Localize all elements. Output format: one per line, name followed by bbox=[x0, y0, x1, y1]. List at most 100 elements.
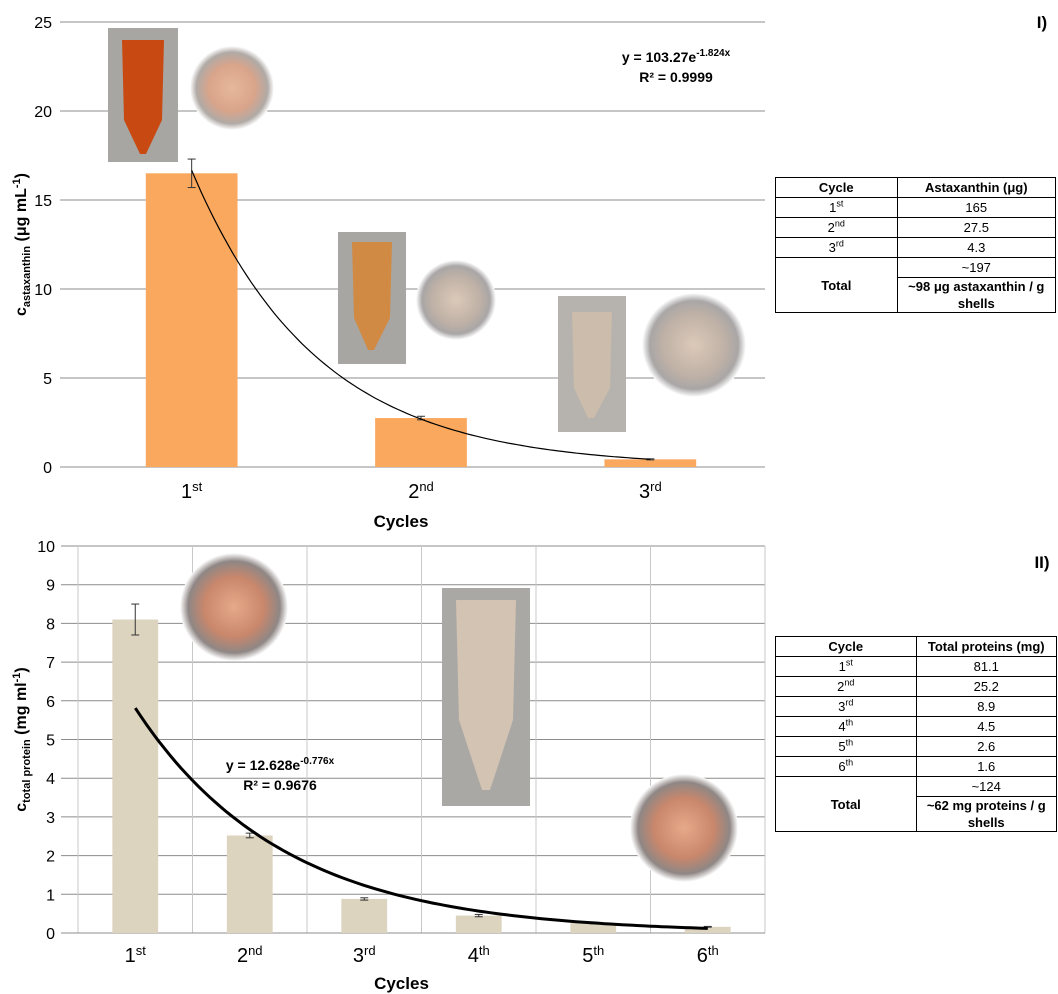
y-axis-title: castaxanthin (μg mL-1) bbox=[11, 173, 33, 316]
table-row: Total~197 bbox=[776, 258, 1056, 278]
total-value: ~197 bbox=[897, 258, 1055, 278]
y-title-unit: (mg ml bbox=[13, 682, 30, 739]
table-row: Total~124 bbox=[776, 777, 1057, 797]
y-title-superscript: -1 bbox=[11, 673, 23, 683]
x-tick-label: 3rd bbox=[353, 943, 376, 967]
bar bbox=[341, 899, 387, 933]
table-cell: 6th bbox=[776, 757, 917, 777]
exponent: -0.776x bbox=[300, 756, 334, 767]
y-tick-label: 10 bbox=[37, 539, 55, 556]
chart: 05101520251st2nd3rd0123456789101st2nd3rd… bbox=[0, 0, 1058, 994]
exponent: -1.824x bbox=[696, 48, 730, 59]
table-cell: 27.5 bbox=[897, 218, 1055, 238]
bar bbox=[146, 173, 238, 467]
header-cell: Cycle bbox=[776, 637, 917, 657]
total-label: Total bbox=[776, 777, 917, 832]
table-cell: 25.2 bbox=[916, 677, 1057, 697]
trend-equation: y = 12.628e-0.776x bbox=[226, 756, 335, 773]
y-title-end: ) bbox=[13, 667, 30, 672]
shell-photo bbox=[190, 46, 274, 130]
table-cell: 3rd bbox=[776, 238, 898, 258]
table-cell: 1.6 bbox=[916, 757, 1057, 777]
table-cell: 5th bbox=[776, 737, 917, 757]
total-label: Total bbox=[776, 258, 898, 313]
y-tick-label: 20 bbox=[34, 104, 52, 121]
table-cell: 4.3 bbox=[897, 238, 1055, 258]
y-tick-label: 2 bbox=[46, 849, 55, 866]
trend-equation: y = 103.27e-1.824x bbox=[622, 48, 731, 65]
y-title-symbol: c bbox=[13, 307, 30, 316]
header-cell: Astaxanthin (μg) bbox=[897, 178, 1055, 198]
y-tick-label: 3 bbox=[46, 810, 55, 827]
equation: y = 103.27e bbox=[622, 49, 697, 65]
x-tick-label: 6th bbox=[697, 943, 719, 967]
x-tick-label: 1st bbox=[181, 479, 203, 503]
y-title-symbol: c bbox=[13, 803, 30, 812]
error-bar bbox=[475, 914, 483, 916]
table-cell: 2nd bbox=[776, 218, 898, 238]
bar bbox=[456, 916, 502, 933]
equation: y = 12.628e bbox=[226, 757, 301, 773]
y-title-subscript: astaxanthin bbox=[21, 246, 33, 307]
x-tick-label: 1st bbox=[125, 943, 147, 967]
y-axis-title: ctotal protein (mg ml-1) bbox=[11, 667, 33, 811]
y-tick-label: 0 bbox=[46, 926, 55, 943]
table-cell: 4th bbox=[776, 717, 917, 737]
r-squared: R² = 0.9676 bbox=[243, 777, 317, 793]
y-tick-label: 0 bbox=[43, 460, 52, 477]
table-row: 1st165 bbox=[776, 198, 1056, 218]
y-tick-label: 4 bbox=[46, 771, 55, 788]
x-axis-title: Cycles bbox=[374, 974, 429, 993]
table-cell: 8.9 bbox=[916, 697, 1057, 717]
r-squared: R² = 0.9999 bbox=[639, 69, 713, 85]
header-cell: Cycle bbox=[776, 178, 898, 198]
x-tick-label: 4th bbox=[468, 943, 490, 967]
panel-label: I) bbox=[1037, 13, 1047, 32]
shell-photo bbox=[642, 293, 746, 397]
table-cell: 81.1 bbox=[916, 657, 1057, 677]
shell-photo bbox=[416, 260, 496, 340]
y-title-subscript: total protein bbox=[21, 739, 33, 803]
y-tick-label: 10 bbox=[34, 282, 52, 299]
y-title-unit: (μg mL bbox=[13, 188, 30, 246]
table-cell: 4.5 bbox=[916, 717, 1057, 737]
table-cell: 2.6 bbox=[916, 737, 1057, 757]
y-tick-label: 1 bbox=[46, 887, 55, 904]
total-value: ~124 bbox=[916, 777, 1057, 797]
total-per-gram: ~98 μg astaxanthin / g shells bbox=[897, 278, 1055, 313]
y-tick-label: 5 bbox=[43, 371, 52, 388]
shell-photo bbox=[180, 553, 288, 661]
x-tick-label: 2nd bbox=[408, 479, 434, 503]
y-tick-label: 25 bbox=[34, 15, 52, 32]
bar bbox=[375, 418, 467, 467]
y-tick-label: 8 bbox=[46, 616, 55, 633]
table-cell: 2nd bbox=[776, 677, 917, 697]
table-row: 3rd8.9 bbox=[776, 697, 1057, 717]
panel-label: II) bbox=[1034, 553, 1049, 572]
y-tick-label: 7 bbox=[46, 655, 55, 672]
table-cell: 1st bbox=[776, 657, 917, 677]
header-cell: Total proteins (mg) bbox=[916, 637, 1057, 657]
y-title-end: ) bbox=[13, 173, 30, 178]
x-axis-title: Cycles bbox=[374, 512, 429, 531]
y-tick-label: 6 bbox=[46, 694, 55, 711]
table-cell: 1st bbox=[776, 198, 898, 218]
bar bbox=[112, 620, 158, 933]
x-tick-label: 3rd bbox=[639, 479, 662, 503]
x-tick-label: 2nd bbox=[237, 943, 263, 967]
y-tick-label: 5 bbox=[46, 733, 55, 750]
y-title-superscript: -1 bbox=[11, 178, 23, 188]
y-tick-label: 15 bbox=[34, 193, 52, 210]
x-tick-label: 5th bbox=[582, 943, 604, 967]
figure: 05101520251st2nd3rd0123456789101st2nd3rd… bbox=[0, 0, 1058, 994]
